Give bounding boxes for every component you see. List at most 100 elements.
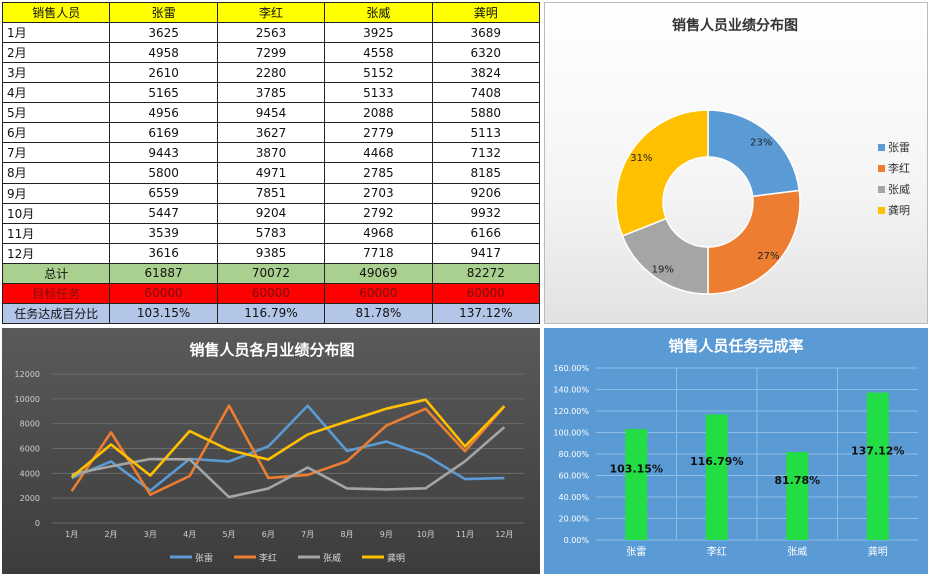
value-cell: 7132 [431, 142, 541, 164]
line-title: 销售人员各月业绩分布图 [189, 341, 354, 359]
bar [625, 429, 648, 540]
bar-data-label: 137.12% [851, 444, 904, 457]
line-chart-panel: 销售人员各月业绩分布图 0 2000 4000 6000 8000 10000 12000 1月… [2, 328, 540, 574]
table-row: 9月 6559 7851 2703 9206 [1, 182, 541, 204]
x-tick-label: 李红 [707, 545, 727, 558]
total-row: 总计 61887 70072 49069 82272 [1, 262, 541, 284]
value-cell: 2563 [216, 21, 326, 44]
row-label-cell: 任务达成百分比 [1, 302, 111, 325]
value-cell: 60000 [109, 282, 218, 304]
x-tick-label: 2月 [104, 530, 117, 539]
value-cell: 2610 [109, 62, 218, 84]
header-cell: 李红 [216, 2, 326, 23]
rate-row: 任务达成百分比 103.15% 116.79% 81.78% 137.12% [1, 302, 541, 325]
value-cell: 9385 [216, 242, 326, 264]
x-tick-label: 10月 [417, 530, 435, 539]
value-cell: 2779 [324, 122, 433, 144]
value-cell: 6166 [431, 222, 541, 244]
value-cell: 70072 [216, 262, 326, 284]
table-row: 11月 3539 5783 4968 6166 [1, 222, 541, 244]
bar-data-label: 116.79% [690, 455, 743, 468]
value-cell: 3627 [216, 122, 326, 144]
y-tick-label: 120.00% [553, 407, 589, 416]
table-row: 7月 9443 3870 4468 7132 [1, 142, 541, 164]
legend-label: 龚明 [888, 203, 910, 217]
row-label-cell: 8月 [1, 162, 111, 184]
bar-data-label: 81.78% [774, 474, 820, 487]
header-cell: 张威 [324, 2, 433, 23]
table-row: 3月 2610 2280 5152 3824 [1, 62, 541, 84]
x-tick-label: 3月 [144, 530, 157, 539]
legend-label: 李红 [888, 161, 910, 175]
value-cell: 3870 [216, 142, 326, 164]
value-cell: 4468 [324, 142, 433, 164]
value-cell: 103.15% [109, 302, 218, 325]
y-tick-label: 60.00% [558, 472, 589, 481]
pie-slice [615, 109, 709, 237]
value-cell: 6559 [109, 182, 218, 204]
y-tick-label: 140.00% [553, 386, 589, 395]
y-tick-label: 100.00% [553, 429, 589, 438]
y-tick-label: 20.00% [558, 515, 589, 524]
value-cell: 9204 [216, 202, 326, 224]
table-header-row: 销售人员 张雷 李红 张威 龚明 [1, 2, 541, 23]
value-cell: 81.78% [324, 302, 433, 325]
pie-chart-panel: 销售人员业绩分布图 23% 27% 19% 31% 张雷 李红 张威 龚明 [544, 2, 928, 324]
legend-label: 张威 [323, 552, 341, 564]
value-cell: 5165 [109, 82, 218, 104]
pie-data-label: 31% [630, 153, 652, 164]
x-tick-label: 张威 [787, 545, 807, 558]
series-line [70, 404, 506, 496]
value-cell: 116.79% [216, 302, 326, 325]
pie-slice [707, 189, 801, 295]
y-tick-label: 40.00% [558, 493, 589, 502]
legend-label: 龚明 [387, 552, 405, 564]
row-label-cell: 目标任务 [1, 282, 111, 304]
value-cell: 5133 [324, 82, 433, 104]
series-line [70, 398, 506, 479]
sales-table: 销售人员 张雷 李红 张威 龚明 1月 3625 2563 3925 3689 2月 4958 729… [1, 2, 541, 325]
bar-chart-panel: 销售人员任务完成率 0.00% 20.00% 40.00% 60.00% 80.00% 10… [544, 328, 928, 574]
value-cell: 7408 [431, 82, 541, 104]
bar-title: 销售人员任务完成率 [668, 337, 803, 355]
y-tick-label: 2000 [20, 494, 40, 503]
value-cell: 3785 [216, 82, 326, 104]
value-cell: 2792 [324, 202, 433, 224]
value-cell: 9932 [431, 202, 541, 224]
x-tick-label: 8月 [340, 530, 353, 539]
header-cell: 销售人员 [1, 2, 111, 23]
bar [786, 452, 809, 540]
legend-swatch [878, 207, 885, 214]
row-label-cell: 5月 [1, 102, 111, 124]
table-row: 6月 6169 3627 2779 5113 [1, 122, 541, 144]
table-row: 8月 5800 4971 2785 8185 [1, 162, 541, 184]
bar [705, 414, 728, 540]
value-cell: 2280 [216, 62, 326, 84]
pie-slice [707, 109, 801, 198]
value-cell: 4958 [109, 42, 218, 64]
series-line [71, 426, 506, 499]
bar [866, 392, 889, 540]
table-row: 1月 3625 2563 3925 3689 [1, 21, 541, 44]
value-cell: 49069 [324, 262, 433, 284]
value-cell: 82272 [431, 262, 541, 284]
table-row: 10月 5447 9204 2792 9932 [1, 202, 541, 224]
value-cell: 9443 [109, 142, 218, 164]
value-cell: 5152 [324, 62, 433, 84]
x-tick-label: 1月 [65, 530, 78, 539]
value-cell: 9454 [216, 102, 326, 124]
x-tick-label: 龚明 [868, 546, 888, 558]
bar-chart: 销售人员任务完成率 0.00% 20.00% 40.00% 60.00% 80.00% 10… [553, 337, 918, 558]
value-cell: 60000 [324, 282, 433, 304]
y-tick-label: 80.00% [558, 450, 589, 459]
row-label-cell: 总计 [1, 262, 111, 284]
row-label-cell: 10月 [1, 202, 111, 224]
value-cell: 6169 [109, 122, 218, 144]
value-cell: 4956 [109, 102, 218, 124]
value-cell: 3616 [109, 242, 218, 264]
x-tick-label: 7月 [301, 530, 314, 539]
table-row: 4月 5165 3785 5133 7408 [1, 82, 541, 104]
row-label-cell: 2月 [1, 42, 111, 64]
value-cell: 2088 [324, 102, 433, 124]
line-chart: 销售人员各月业绩分布图 0 2000 4000 6000 8000 10000 12000 1月… [15, 341, 524, 564]
